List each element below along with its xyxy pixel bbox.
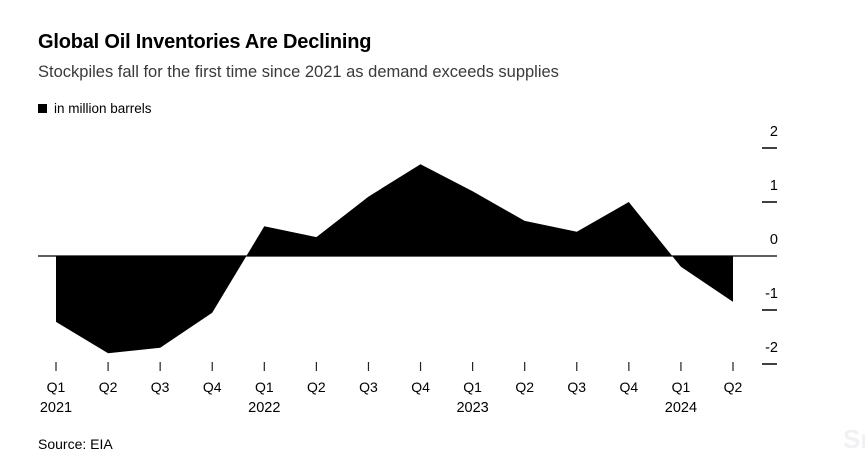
area-series [56,164,733,354]
x-axis-quarter-label: Q3 [150,379,170,395]
x-axis-year-label: 2024 [664,400,698,416]
legend-label: in million barrels [54,101,152,116]
x-axis-quarter-label: Q2 [98,379,118,395]
y-axis-label: -2 [765,340,778,356]
x-axis-year-label: 2022 [248,400,281,416]
y-axis-label: -1 [765,286,778,302]
y-axis-label: 0 [769,232,778,248]
x-axis-quarter-label: Q4 [619,379,639,395]
x-axis-year-label: 2021 [39,400,73,416]
x-axis-quarter-label: Q3 [359,379,378,395]
source-note: Source: EIA [38,436,113,452]
legend: in million barrels [38,101,152,116]
x-axis-quarter-label: Q2 [723,379,743,395]
x-axis-year-label: 2023 [456,400,489,416]
chart-title: Global Oil Inventories Are Declining [38,31,372,53]
y-axis-label: 1 [769,178,778,194]
watermark-fragment: Sn [843,424,865,454]
x-axis-quarter-label: Q1 [46,379,66,395]
x-axis-quarter-label: Q1 [463,379,482,395]
x-axis-quarter-label: Q4 [202,379,222,395]
chart-subtitle: Stockpiles fall for the first time since… [38,63,559,81]
x-axis-quarter-label: Q2 [515,379,535,395]
x-axis-quarter-label: Q4 [411,379,430,395]
x-axis-quarter-label: Q3 [567,379,587,395]
x-axis-quarter-label: Q2 [307,379,326,395]
y-axis-label: 2 [769,124,778,140]
x-axis-quarter-label: Q1 [254,379,274,395]
x-axis-quarter-label: Q1 [671,379,691,395]
legend-swatch-icon [38,104,47,113]
